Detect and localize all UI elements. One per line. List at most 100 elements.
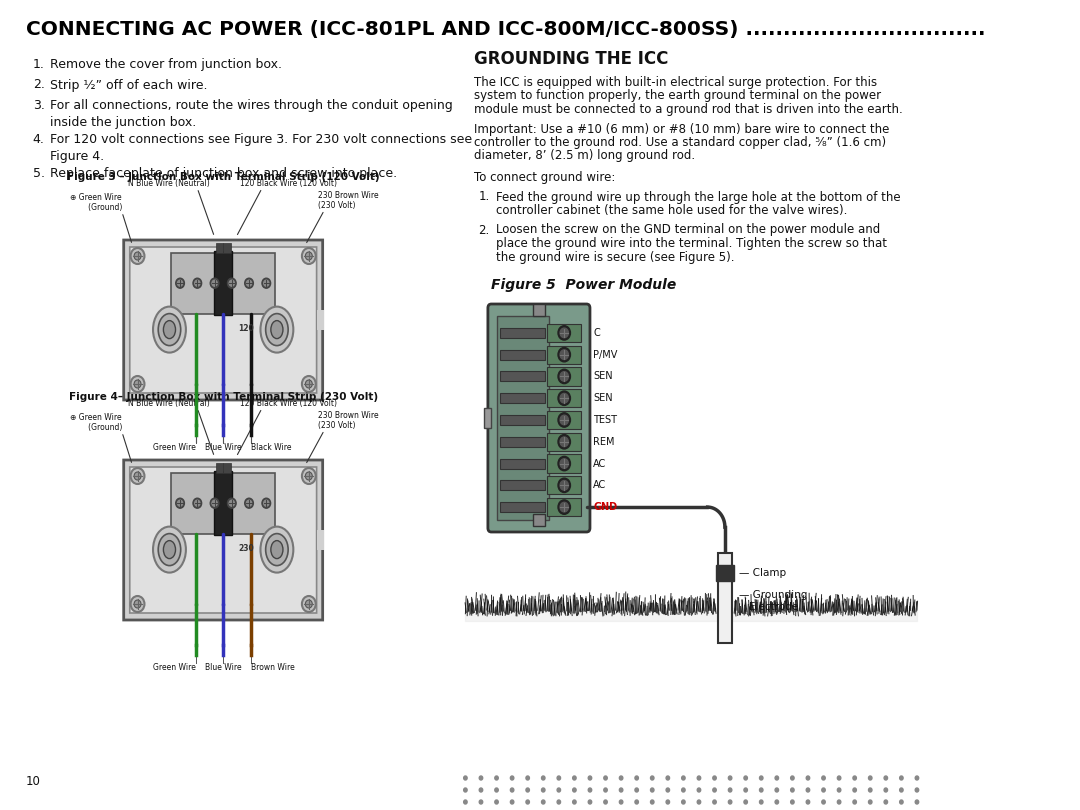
Bar [216, 243, 224, 254]
Text: To connect ground wire:: To connect ground wire: [474, 171, 616, 184]
Text: 230: 230 [238, 544, 254, 552]
Circle shape [807, 800, 810, 804]
Text: GND: GND [593, 502, 618, 512]
Circle shape [744, 776, 747, 780]
Circle shape [541, 776, 545, 780]
Circle shape [134, 600, 141, 608]
Circle shape [558, 500, 570, 514]
Circle shape [713, 776, 716, 780]
Circle shape [561, 372, 568, 382]
Text: Loosen the screw on the GND terminal on the power module and: Loosen the screw on the GND terminal on … [496, 224, 880, 237]
Circle shape [480, 788, 483, 792]
Circle shape [775, 788, 779, 792]
Bar [532, 514, 545, 526]
Text: 230 Brown Wire: 230 Brown Wire [319, 191, 379, 200]
Bar [532, 304, 545, 316]
Text: diameter, 8’ (2.5 m) long ground rod.: diameter, 8’ (2.5 m) long ground rod. [474, 150, 696, 163]
Circle shape [666, 776, 670, 780]
Circle shape [604, 800, 607, 804]
Circle shape [131, 248, 145, 264]
Text: Black Wire: Black Wire [251, 443, 292, 452]
Circle shape [561, 437, 568, 446]
Circle shape [561, 394, 568, 403]
Circle shape [572, 788, 576, 792]
Text: GROUNDING THE ICC: GROUNDING THE ICC [474, 50, 669, 68]
Text: SEN: SEN [593, 372, 613, 382]
Circle shape [526, 776, 529, 780]
Circle shape [558, 391, 570, 406]
Circle shape [561, 458, 568, 468]
Circle shape [193, 498, 202, 508]
Circle shape [302, 248, 315, 264]
Circle shape [635, 788, 638, 792]
Circle shape [194, 280, 200, 286]
Text: (Ground): (Ground) [81, 203, 122, 212]
Circle shape [915, 800, 919, 804]
Circle shape [557, 788, 561, 792]
Circle shape [177, 280, 183, 286]
Circle shape [193, 278, 202, 288]
Circle shape [511, 800, 514, 804]
Circle shape [837, 776, 841, 780]
Circle shape [245, 278, 254, 288]
Circle shape [589, 800, 592, 804]
Circle shape [229, 501, 234, 506]
Circle shape [822, 788, 825, 792]
Circle shape [228, 278, 237, 288]
Circle shape [837, 788, 841, 792]
Circle shape [885, 776, 888, 780]
Circle shape [915, 788, 919, 792]
Circle shape [868, 776, 872, 780]
Ellipse shape [260, 526, 294, 573]
Bar [548, 324, 581, 342]
Circle shape [619, 776, 623, 780]
Circle shape [480, 776, 483, 780]
Circle shape [713, 788, 716, 792]
Text: 1.: 1. [32, 58, 44, 71]
Text: N Blue Wire (Neutral): N Blue Wire (Neutral) [129, 399, 210, 408]
Ellipse shape [266, 313, 288, 346]
Circle shape [853, 800, 856, 804]
Ellipse shape [158, 313, 180, 346]
Circle shape [526, 788, 529, 792]
Bar [548, 498, 581, 516]
Text: AC: AC [593, 480, 607, 490]
Text: Replace faceplate of junction box and screw into place.: Replace faceplate of junction box and sc… [50, 167, 397, 180]
Circle shape [681, 776, 685, 780]
Circle shape [176, 498, 185, 508]
Circle shape [728, 800, 732, 804]
Bar [485, 408, 491, 428]
Text: controller to the ground rod. Use a standard copper clad, ⁵⁄₈” (1.6 cm): controller to the ground rod. Use a stan… [474, 136, 887, 149]
Text: P/MV: P/MV [593, 350, 618, 360]
Circle shape [791, 776, 794, 780]
Bar [500, 480, 545, 490]
Circle shape [245, 498, 254, 508]
FancyBboxPatch shape [130, 467, 316, 613]
Circle shape [264, 280, 269, 286]
Bar [316, 530, 324, 550]
Circle shape [302, 596, 315, 612]
Circle shape [698, 788, 701, 792]
Circle shape [635, 800, 638, 804]
Text: system to function properly, the earth ground terminal on the power: system to function properly, the earth g… [474, 89, 881, 103]
Text: Figure 4– Junction Box with Terminal Strip (230 Volt): Figure 4– Junction Box with Terminal Str… [69, 392, 378, 402]
Circle shape [495, 776, 498, 780]
Circle shape [681, 800, 685, 804]
Circle shape [604, 788, 607, 792]
Circle shape [212, 501, 217, 506]
Circle shape [194, 501, 200, 506]
Circle shape [480, 800, 483, 804]
Circle shape [557, 776, 561, 780]
Bar [548, 367, 581, 386]
Bar [500, 437, 545, 447]
Text: 3.: 3. [32, 99, 44, 112]
Circle shape [561, 502, 568, 512]
Ellipse shape [158, 534, 180, 565]
Circle shape [868, 800, 872, 804]
Bar [172, 473, 275, 534]
Ellipse shape [163, 540, 176, 559]
Circle shape [759, 776, 762, 780]
Circle shape [589, 776, 592, 780]
Text: SEN: SEN [593, 393, 613, 403]
Circle shape [495, 788, 498, 792]
